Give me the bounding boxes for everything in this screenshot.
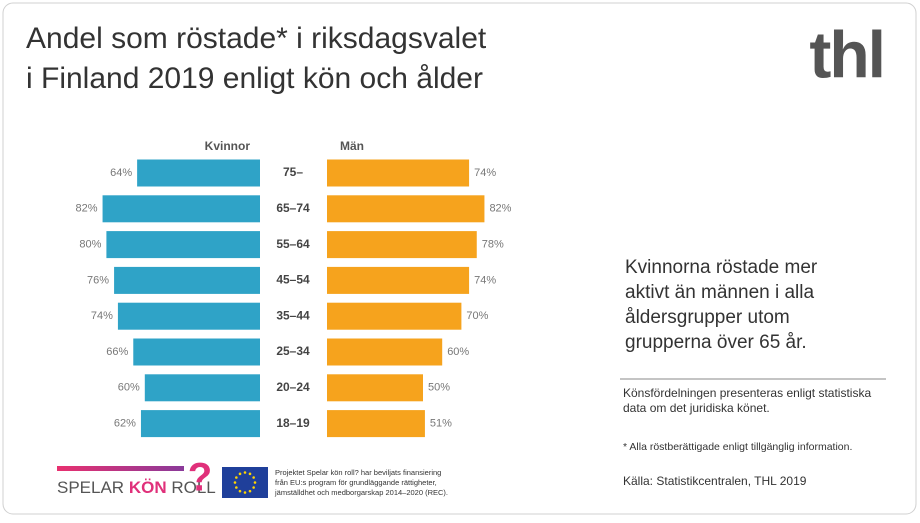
- bar: [106, 231, 261, 259]
- bar: [144, 374, 260, 402]
- eu-text: jämställdhet och medborgarskap 2014–2020…: [274, 488, 448, 497]
- logo-word: SPELAR: [57, 478, 124, 497]
- bar: [327, 302, 462, 330]
- value-label: 76%: [87, 274, 109, 286]
- bar: [327, 231, 477, 259]
- logo: thl: [809, 17, 884, 91]
- value-label: 74%: [474, 274, 496, 286]
- legend-label: Kvinnor: [205, 139, 251, 153]
- bar: [327, 374, 423, 402]
- value-label: 60%: [118, 382, 140, 394]
- source: Källa: Statistikcentralen, THL 2019: [623, 474, 807, 488]
- bar: [137, 159, 260, 187]
- eu-star: [238, 472, 242, 476]
- eu-star: [248, 472, 252, 476]
- category-label: 18–19: [276, 416, 310, 430]
- category-label: 25–34: [276, 344, 310, 358]
- category-label: 75–: [283, 165, 303, 179]
- title-line: i Finland 2019 enligt kön och ålder: [26, 62, 483, 95]
- value-label: 51%: [430, 418, 452, 430]
- legend-label: Män: [340, 139, 364, 153]
- value-label: 66%: [106, 346, 128, 358]
- logo-mark: ?: [188, 456, 212, 500]
- value-label: 64%: [110, 167, 132, 179]
- value-label: 80%: [79, 239, 101, 251]
- eu-text: Projektet Spelar kön roll? har beviljats…: [275, 468, 441, 477]
- eu-text: från EU:s program för grundläggande rätt…: [275, 478, 437, 487]
- note: data om det juridiska könet.: [623, 401, 770, 415]
- eu-star: [243, 491, 247, 494]
- value-label: 78%: [482, 239, 504, 251]
- footnote: * Alla röstberättigade enligt tillgängli…: [623, 441, 852, 453]
- summary-line: åldersgrupper utom: [625, 307, 790, 328]
- bar: [102, 195, 260, 223]
- bar: [140, 410, 260, 438]
- category-label: 45–54: [276, 273, 310, 287]
- value-label: 50%: [428, 382, 450, 394]
- summary-line: Kvinnorna röstade mer: [625, 257, 818, 278]
- bar: [327, 159, 470, 187]
- bar: [133, 338, 260, 366]
- bar: [114, 266, 260, 294]
- logo-word: KÖN: [129, 478, 167, 497]
- category-label: 35–44: [276, 308, 310, 322]
- bar: [327, 410, 425, 438]
- note: Könsfördelningen presenteras enligt stat…: [623, 386, 871, 400]
- value-label: 82%: [489, 203, 511, 215]
- value-label: 82%: [76, 203, 98, 215]
- category-label: 65–74: [276, 201, 310, 215]
- bar: [327, 195, 485, 223]
- eu-star: [243, 471, 247, 474]
- category-label: 55–64: [276, 237, 310, 251]
- value-label: 74%: [474, 167, 496, 179]
- value-label: 70%: [466, 310, 488, 322]
- eu-star: [252, 476, 255, 479]
- category-label: 20–24: [276, 380, 310, 394]
- eu-star: [235, 476, 238, 479]
- value-label: 62%: [114, 418, 136, 430]
- eu-star: [253, 481, 257, 484]
- summary-line: aktivt än männen i alla: [625, 282, 814, 303]
- eu-star: [233, 481, 237, 484]
- value-label: 74%: [91, 310, 113, 322]
- eu-star: [252, 486, 255, 489]
- value-label: 60%: [447, 346, 469, 358]
- footer-logo: SPELAR KÖN ROLL: [57, 478, 216, 497]
- eu-star: [238, 489, 242, 493]
- logo-word: ROLL: [171, 478, 215, 497]
- eu-star: [235, 486, 238, 489]
- logo-stripe: [57, 466, 184, 471]
- title-line: Andel som röstade* i riksdagsvalet: [26, 22, 487, 55]
- bar: [327, 266, 470, 294]
- bar: [327, 338, 443, 366]
- bar: [117, 302, 260, 330]
- eu-star: [248, 489, 252, 493]
- summary-line: grupperna över 65 år.: [625, 332, 807, 353]
